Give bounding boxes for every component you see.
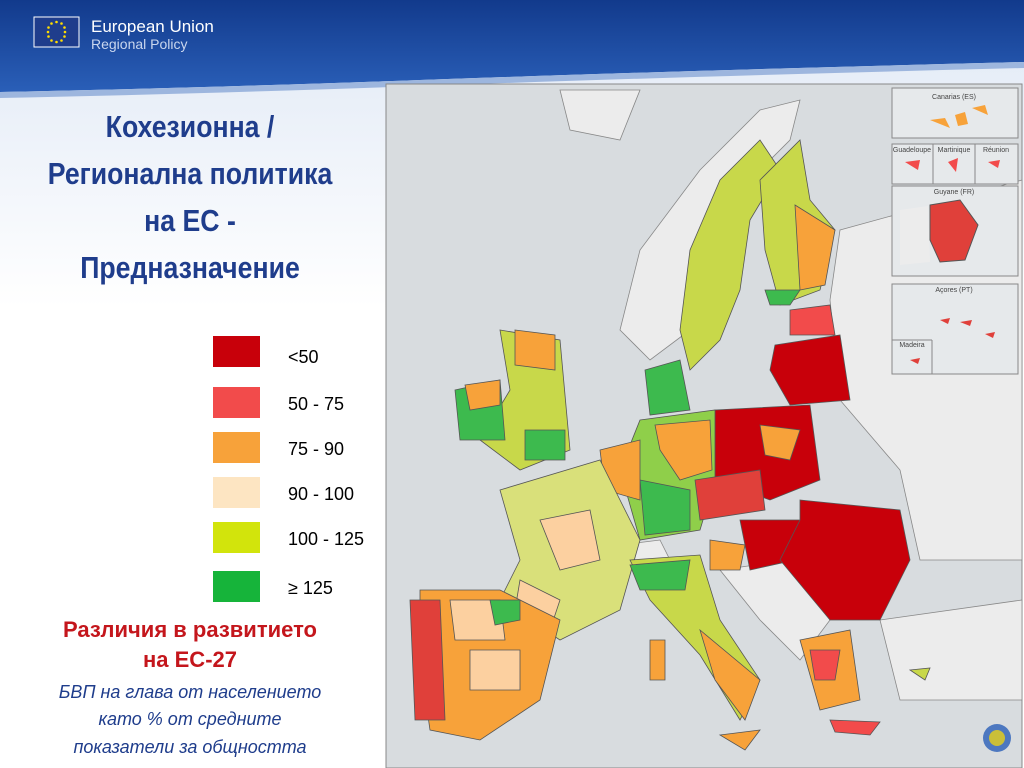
legend-swatch xyxy=(213,477,260,508)
title-line: Регионална политика xyxy=(47,156,333,191)
legend-swatch xyxy=(213,522,260,553)
inset-label: Canarias (ES) xyxy=(932,94,976,101)
subtitle-line: на ЕС-27 xyxy=(143,647,237,672)
title-line: на ЕС - xyxy=(144,203,236,238)
legend-label: ≥ 125 xyxy=(288,578,333,598)
legend-label: 75 - 90 xyxy=(288,439,345,459)
map-insets xyxy=(891,87,1019,375)
inset-label: Guyane (FR) xyxy=(934,189,974,196)
legend-label: 90 - 100 xyxy=(288,484,355,504)
title-line: Предназначение xyxy=(80,250,300,285)
subtitle-line: Различия в развитието xyxy=(62,617,317,642)
inset-label: Martinique xyxy=(938,147,971,154)
eu-regions xyxy=(409,139,931,751)
inset-label: Réunion xyxy=(983,147,1009,154)
legend-label: <50 xyxy=(288,347,319,367)
legend-label: 100 - 125 xyxy=(288,529,365,549)
inset-label: Madeira xyxy=(899,342,924,349)
caption-line: БВП на глава от населението xyxy=(58,682,322,702)
header-band xyxy=(0,0,1024,92)
legend-swatch xyxy=(213,432,260,463)
inset-label: Guadeloupe xyxy=(893,147,931,154)
legend-label: 50 - 75 xyxy=(288,394,345,414)
org-sub: Regional Policy xyxy=(91,36,188,52)
legend-swatch xyxy=(213,571,260,602)
map xyxy=(385,83,1023,768)
map-ornament xyxy=(983,724,1011,752)
title-line: Кохезионна / xyxy=(105,109,275,144)
header-wave xyxy=(0,62,1024,98)
legend-swatch xyxy=(213,336,260,367)
caption-line: показатели за общността xyxy=(73,737,307,757)
org-name: European Union xyxy=(91,17,214,36)
eu-stars xyxy=(46,20,67,44)
legend-swatch xyxy=(213,387,260,418)
inset-label: Açores (PT) xyxy=(935,287,972,294)
caption-line: като % от средните xyxy=(98,709,282,729)
